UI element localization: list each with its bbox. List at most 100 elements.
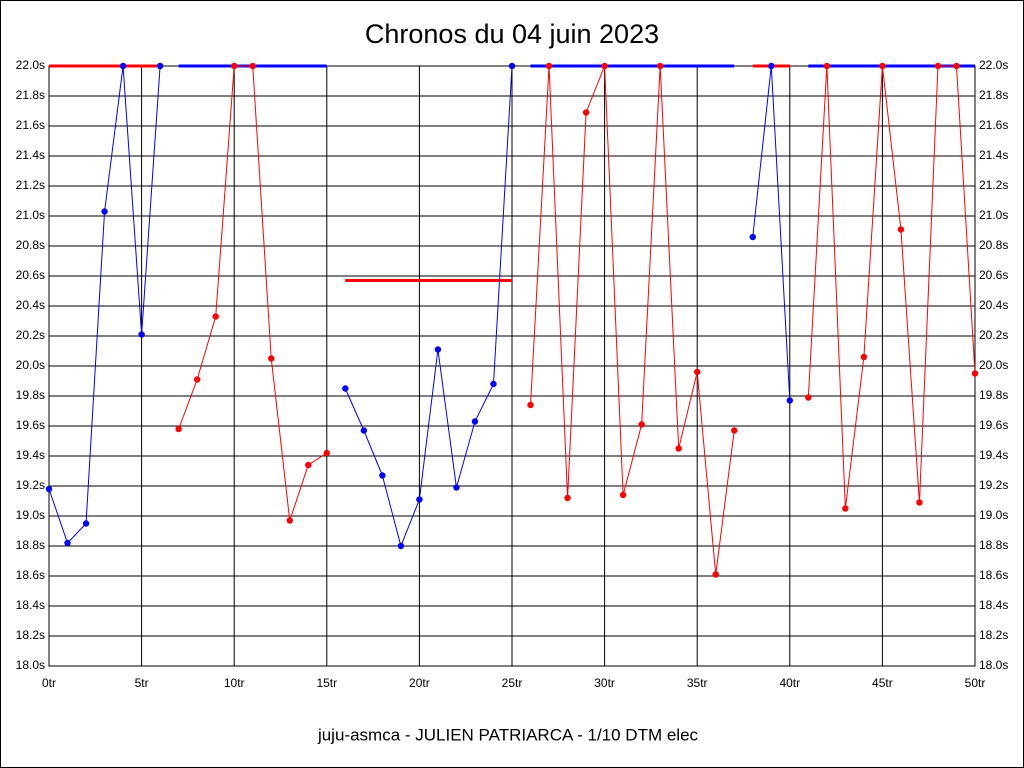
y2-tick-label: 18.0s: [979, 658, 1008, 672]
data-point: [193, 376, 201, 383]
y2-tick-label: 19.6s: [979, 418, 1008, 432]
data-point: [434, 346, 442, 353]
y-tick-label: 18.6s: [16, 568, 45, 582]
data-point: [564, 494, 571, 502]
chart-footer: juju-asmca - JULIEN PATRIARCA - 1/10 DTM…: [317, 725, 699, 744]
data-point: [953, 62, 960, 70]
y2-tick-label: 20.2s: [979, 328, 1008, 342]
data-point: [675, 445, 682, 452]
data-point: [805, 394, 812, 401]
data-point: [786, 397, 793, 404]
data-point: [897, 226, 905, 233]
x-tick-label: 20tr: [409, 676, 430, 690]
data-point: [508, 62, 516, 70]
y-tick-label: 20.4s: [16, 298, 45, 312]
x-tick-label: 25tr: [502, 676, 523, 690]
y2-tick-label: 18.6s: [979, 568, 1008, 582]
data-point: [175, 425, 182, 433]
y-tick-label: 21.2s: [16, 178, 45, 192]
data-point: [416, 496, 423, 503]
y-tick-label: 22.0s: [16, 58, 45, 72]
x-tick-label: 10tr: [224, 676, 245, 690]
y2-tick-label: 21.6s: [979, 118, 1008, 132]
y2-tick-label: 18.8s: [979, 538, 1008, 552]
y2-tick-label: 21.2s: [979, 178, 1008, 192]
data-point: [823, 62, 831, 70]
data-point: [342, 385, 349, 392]
y-tick-label: 19.4s: [16, 448, 45, 462]
data-point: [64, 539, 71, 547]
data-point: [286, 517, 293, 524]
y-tick-label: 21.6s: [16, 118, 45, 132]
data-point: [731, 427, 738, 434]
data-point: [934, 62, 942, 70]
y-tick-label: 20.6s: [16, 268, 45, 282]
data-point: [916, 499, 923, 506]
y-tick-label: 20.0s: [16, 358, 45, 372]
data-point: [545, 62, 553, 70]
data-point: [249, 62, 256, 70]
y2-tick-label: 21.0s: [979, 208, 1008, 222]
y-tick-label: 21.0s: [16, 208, 45, 222]
y-tick-label: 21.8s: [16, 88, 45, 102]
data-point: [879, 62, 886, 70]
data-point: [138, 331, 145, 338]
y2-tick-label: 21.4s: [979, 148, 1008, 162]
y-tick-label: 20.8s: [16, 238, 45, 252]
y-tick-label: 19.0s: [16, 508, 45, 522]
y2-tick-label: 20.6s: [979, 268, 1008, 282]
x-tick-label: 45tr: [872, 676, 893, 690]
data-point: [156, 62, 164, 70]
data-point: [101, 208, 108, 215]
y-tick-label: 20.2s: [16, 328, 45, 342]
data-point: [360, 427, 368, 434]
data-point: [471, 418, 479, 425]
x-tick-label: 50tr: [965, 676, 986, 690]
data-point: [619, 491, 627, 499]
data-point: [231, 62, 238, 70]
x-tick-label: 0tr: [42, 676, 56, 690]
data-point: [601, 62, 608, 70]
series-line: [807, 65, 976, 509]
y-tick-label: 19.6s: [16, 418, 45, 432]
y2-tick-label: 20.4s: [979, 298, 1008, 312]
data-point: [638, 421, 645, 428]
y-tick-label: 18.8s: [16, 538, 45, 552]
data-point: [860, 353, 868, 361]
y2-tick-label: 21.8s: [979, 88, 1008, 102]
chart-title: Chronos du 04 juin 2023: [365, 19, 659, 49]
data-point: [712, 571, 719, 578]
y2-tick-label: 19.0s: [979, 508, 1008, 522]
data-point: [749, 233, 756, 241]
x-tick-label: 30tr: [594, 676, 615, 690]
y2-tick-label: 20.8s: [979, 238, 1008, 252]
y2-tick-label: 18.4s: [979, 598, 1008, 612]
data-point: [582, 109, 590, 116]
y-tick-label: 18.4s: [16, 598, 45, 612]
data-point: [82, 520, 90, 527]
y2-tick-label: 19.4s: [979, 448, 1008, 462]
data-point: [527, 401, 534, 409]
y2-tick-label: 19.8s: [979, 388, 1008, 402]
x-tick-label: 40tr: [779, 676, 800, 690]
data-point: [971, 370, 979, 377]
data-point: [453, 484, 460, 491]
data-point: [305, 461, 312, 469]
data-point: [694, 368, 701, 376]
y-tick-label: 18.0s: [16, 658, 45, 672]
y-tick-label: 18.2s: [16, 628, 45, 642]
y2-tick-label: 19.2s: [979, 478, 1008, 492]
y-tick-label: 21.4s: [16, 148, 45, 162]
data-point: [119, 62, 127, 70]
data-point: [45, 485, 53, 493]
y2-tick-label: 18.2s: [979, 628, 1008, 642]
x-tick-label: 5tr: [135, 676, 149, 690]
data-point: [842, 505, 849, 512]
series-line: [530, 65, 735, 575]
data-point: [323, 449, 330, 457]
data-point: [212, 313, 219, 320]
x-tick-label: 15tr: [316, 676, 337, 690]
data-point: [768, 62, 775, 70]
y2-tick-label: 22.0s: [979, 58, 1008, 72]
